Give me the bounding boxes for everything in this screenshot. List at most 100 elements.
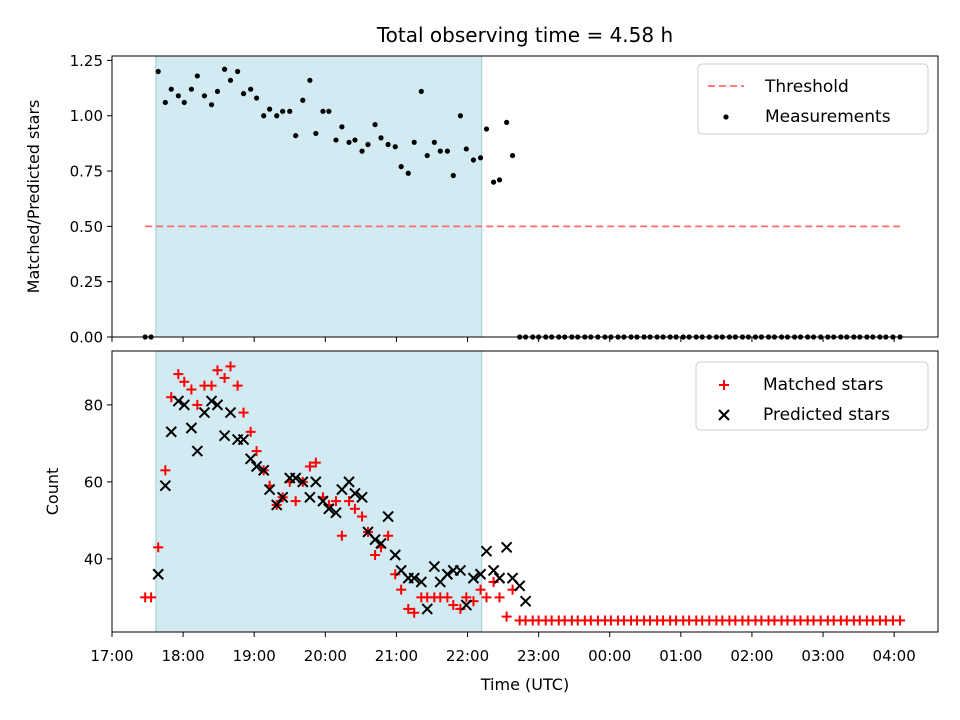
predicted-star-point [237,433,250,446]
matched-star-point [501,611,512,622]
matched-star-point [475,584,486,595]
x-stroke [408,572,420,584]
x-stroke [263,483,276,496]
legend-predicted-swatch [718,409,730,421]
measurement-point [333,137,339,143]
predicted-star-point [257,464,270,477]
predicted-star-point [185,422,198,434]
matched-star-point [349,503,360,514]
x-stroke [211,399,224,411]
x-stroke [382,510,394,523]
predicted-star-point [415,576,428,588]
predicted-star-point [467,572,480,584]
x-stroke [500,541,513,554]
x-stroke [395,564,407,577]
x-tick-label: 02:00 [730,647,773,665]
x-stroke [356,491,368,503]
measurement-point [287,108,293,114]
x-tick-label: 19:00 [233,647,276,665]
measurement-point [398,164,404,170]
x-tick-label: 23:00 [517,647,560,665]
x-stroke [349,487,361,500]
measurement-point [181,99,187,106]
matched-star-point [173,369,184,380]
x-stroke [297,476,309,488]
legend-label: Matched stars [763,375,883,395]
bottom-y-axis: 40 60 80 [84,396,112,568]
bottom-x-axis: 17:00 18:00 19:00 20:00 21:00 22:00 23:00 00:00… [90,632,916,665]
measurement-point [320,108,326,114]
x-stroke [289,472,302,484]
x-tick-label: 18:00 [161,647,204,665]
measurement-point [175,93,181,99]
measurement-point [155,68,161,75]
measurement-point [405,170,411,176]
x-stroke [244,453,257,465]
x-stroke [493,572,506,584]
measurement-point [418,88,424,95]
y-tick-label: 0.25 [70,273,103,291]
predicted-star-point [289,472,302,484]
x-stroke [460,599,473,611]
predicted-star-point [276,491,289,503]
matched-star-point [383,530,394,541]
legend-box [695,361,929,431]
measurement-point [240,91,247,97]
predicted-star-point [317,495,329,507]
measurement-point [227,77,234,83]
predicted-star-point [165,426,177,438]
x-stroke [257,464,270,477]
x-stroke [362,526,374,538]
y-tick-label: 0.00 [70,329,103,347]
measurement-point [365,141,371,148]
y-tick-label: 40 [84,550,103,568]
predicted-star-point [152,568,164,580]
measurement-point [235,68,241,75]
predicted-star-point [191,445,204,457]
measurement-point [248,86,254,92]
matched-star-point [212,365,223,376]
predicted-star-point [382,510,394,523]
matched-star-point [232,380,243,391]
top-y-axis-label: Matched/Predicted stars [24,100,43,294]
x-axis-label: Time (UTC) [480,675,569,694]
matched-star-point [206,380,217,391]
measurement-point [463,146,469,152]
x-tick-label: 01:00 [659,647,702,665]
matched-star-point [336,530,347,541]
predicted-star-point [513,580,526,592]
predicted-star-point [389,549,401,561]
measurement-point [188,86,195,92]
legend-measurement-swatch [723,114,729,120]
predicted-star-point [356,491,368,503]
predicted-star-point [428,560,441,573]
predicted-star-point [460,599,473,611]
x-stroke [276,491,289,503]
y-tick-label: 60 [84,473,103,491]
x-stroke [487,564,500,577]
x-stroke [152,568,164,580]
predicted-star-point [211,399,224,411]
x-tick-label: 03:00 [801,647,844,665]
matched-star-point [370,550,381,561]
x-stroke [310,476,322,488]
predicted-star-point [218,429,231,442]
bottom-axes-frame [111,350,939,633]
x-stroke [205,395,218,407]
bottom-y-axis-label: Count [43,468,62,516]
matched-star-point [186,384,197,395]
measurement-point [490,179,497,185]
predicted-star-point [493,572,506,584]
measurement-point [280,108,286,114]
measurement-point [457,113,464,119]
predicted-star-point [480,545,493,557]
measurement-point [253,95,260,101]
predicted-star-point [205,395,218,407]
predicted-star-point [330,506,342,519]
predicted-star-point [369,533,381,546]
measurement-point [168,86,174,92]
y-tick-label: 0.75 [70,163,103,181]
x-tick-label: 00:00 [588,647,631,665]
legend-label: Measurements [765,107,891,127]
